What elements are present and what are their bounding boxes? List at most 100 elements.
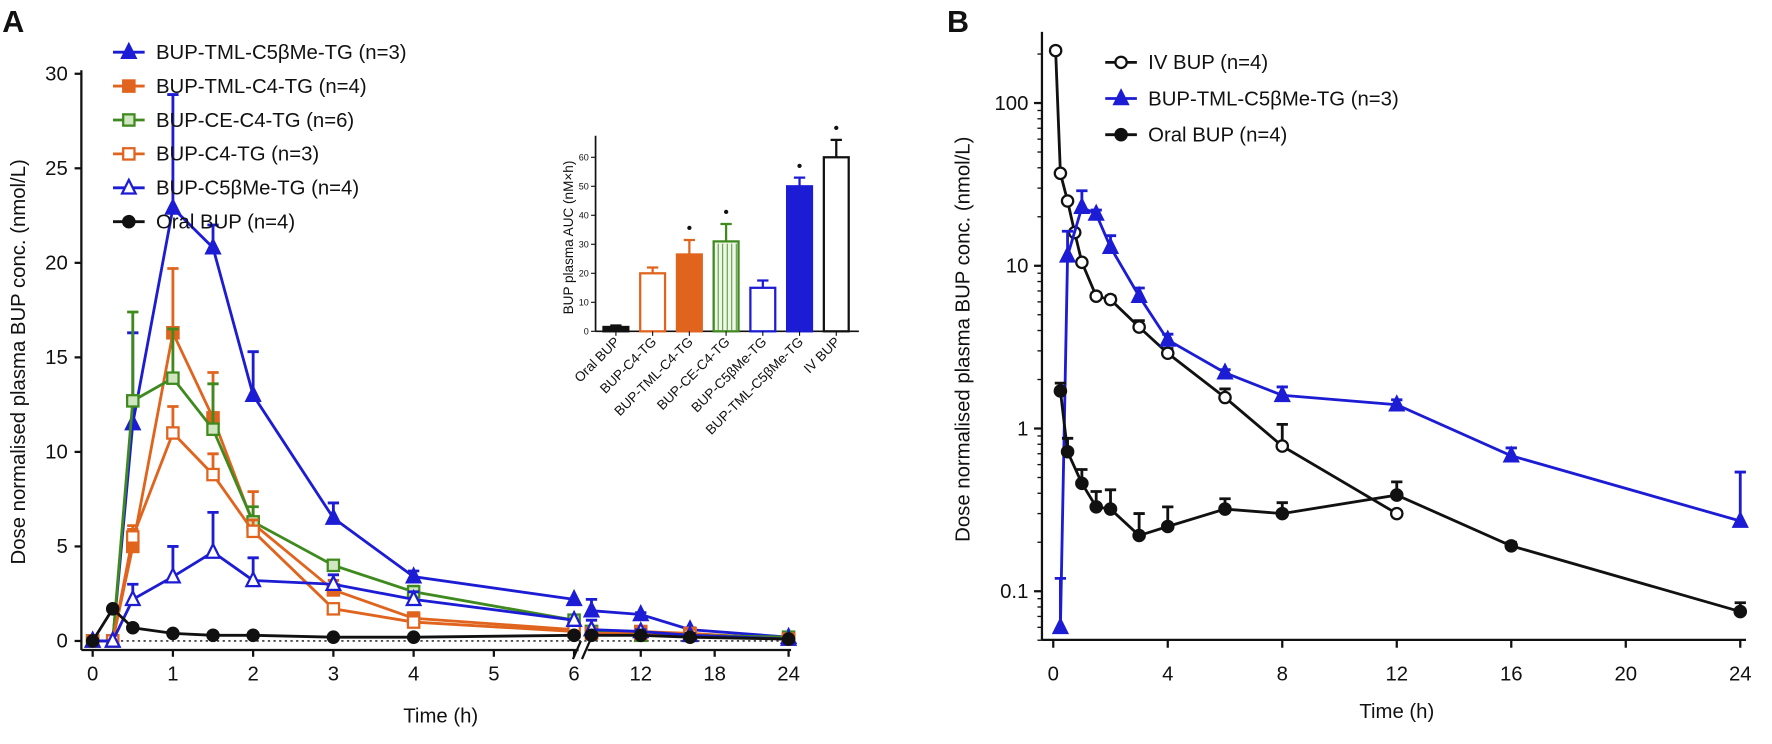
- data-point-circle: [1160, 346, 1175, 361]
- significance-mark: •: [723, 204, 729, 221]
- data-point-triangle: [582, 600, 601, 618]
- data-point-square: [122, 113, 136, 127]
- significance-mark: •: [834, 120, 840, 137]
- data-point-triangle: [405, 588, 423, 607]
- x-tick-label: 5: [488, 664, 499, 686]
- data-point-square: [406, 615, 421, 629]
- data-point-circle: [1053, 384, 1068, 398]
- x-tick-label: 8: [1277, 664, 1288, 686]
- inset-y-tick-label: 20: [579, 269, 589, 279]
- data-point-circle: [1075, 255, 1089, 270]
- data-point-circle: [1218, 390, 1232, 405]
- data-point-triangle: [1388, 394, 1406, 412]
- data-point-triangle: [1101, 236, 1120, 255]
- data-point-circle: [567, 628, 581, 643]
- data-point-square: [246, 524, 260, 539]
- data-point-square: [326, 602, 341, 616]
- data-point-triangle: [632, 604, 650, 622]
- x-tick-label: 0: [1048, 664, 1059, 686]
- x-tick-label: 6: [568, 664, 579, 686]
- inset-error-bar: [830, 138, 842, 158]
- data-point-circle: [1389, 506, 1404, 521]
- y-tick-label: 0.1: [1000, 581, 1028, 603]
- x-axis-title-b: Time (h): [1359, 701, 1434, 723]
- legend-label: IV BUP (n=4): [1148, 52, 1268, 74]
- data-point-circle: [781, 632, 796, 646]
- inset-y-tick-label: 30: [579, 240, 589, 250]
- inset-bar: [785, 185, 814, 333]
- data-point-circle: [633, 628, 648, 643]
- data-point-triangle: [204, 541, 222, 559]
- data-point-square: [122, 79, 136, 93]
- y-tick-label: 0: [56, 631, 67, 653]
- legend-label: BUP-CE-C4-TG (n=6): [156, 110, 354, 132]
- error-bar: [167, 327, 179, 379]
- x-tick-label: 2: [247, 664, 258, 686]
- x-tick-label: 3: [328, 664, 339, 686]
- data-point-circle: [1103, 502, 1118, 516]
- error-bar: [207, 382, 219, 430]
- data-point-circle: [1075, 476, 1089, 491]
- series-3: [85, 405, 796, 648]
- y-tick-label: 10: [1006, 256, 1029, 278]
- data-point-circle: [1060, 194, 1075, 208]
- inset-bar: [675, 253, 703, 333]
- data-point-circle: [1132, 528, 1146, 543]
- x-tick-label: 0: [87, 664, 98, 686]
- inset-y-axis-title: BUP plasma AUC (nM×h): [561, 161, 576, 315]
- inset-bar: [822, 156, 850, 333]
- data-point-circle: [122, 214, 136, 229]
- significance-mark: •: [687, 220, 693, 237]
- data-point-circle: [326, 630, 341, 644]
- inset-error-bar: [683, 238, 696, 255]
- data-point-circle: [1048, 43, 1063, 58]
- y-tick-label: 10: [45, 442, 68, 464]
- data-point-circle: [126, 620, 140, 635]
- inset-error-bar: [720, 222, 732, 242]
- data-point-circle: [1132, 320, 1146, 334]
- series-1: [1051, 189, 1749, 635]
- data-point-triangle: [1159, 329, 1177, 347]
- data-point-triangle: [1216, 362, 1234, 380]
- significance-mark: •: [797, 158, 803, 175]
- data-point-circle: [1275, 439, 1290, 453]
- data-point-circle: [584, 628, 599, 643]
- data-point-triangle: [164, 566, 182, 584]
- error-bar: [167, 267, 179, 333]
- y-tick-label: 25: [45, 158, 68, 180]
- legend-label: Oral BUP (n=4): [1148, 124, 1287, 146]
- data-point-triangle: [124, 588, 142, 607]
- data-point-triangle: [1051, 616, 1070, 635]
- data-point-triangle: [244, 384, 262, 402]
- data-point-circle: [105, 602, 120, 616]
- data-point-triangle: [244, 570, 262, 588]
- data-point-circle: [1060, 444, 1075, 459]
- data-point-circle: [1504, 539, 1519, 553]
- inset-y-tick-label: 60: [579, 153, 589, 163]
- series-line: [1059, 390, 1741, 613]
- series-5: [85, 602, 796, 648]
- x-tick-label: 4: [408, 664, 419, 686]
- inset-y-tick-label: 10: [579, 298, 589, 308]
- data-point-triangle: [120, 41, 138, 59]
- data-point-triangle: [1273, 384, 1291, 403]
- legend-label: Oral BUP (n=4): [156, 211, 295, 233]
- x-tick-label: 20: [1614, 664, 1637, 686]
- data-point-triangle: [1112, 88, 1130, 106]
- data-point-triangle: [1130, 285, 1148, 303]
- y-tick-label: 30: [45, 64, 68, 86]
- data-point-triangle: [1073, 196, 1091, 214]
- inset-y-tick-label: 40: [579, 211, 589, 221]
- y-tick-label: 15: [45, 347, 68, 369]
- legend-label: BUP-C5βMe-TG (n=4): [156, 178, 359, 200]
- data-point-triangle: [405, 566, 423, 584]
- data-point-square: [206, 422, 220, 436]
- data-point-triangle: [120, 177, 138, 195]
- data-point-triangle: [1731, 510, 1749, 528]
- x-tick-label: 24: [1729, 664, 1752, 686]
- legend-label: BUP-TML-C4-TG (n=4): [156, 76, 367, 98]
- data-point-circle: [1733, 604, 1748, 619]
